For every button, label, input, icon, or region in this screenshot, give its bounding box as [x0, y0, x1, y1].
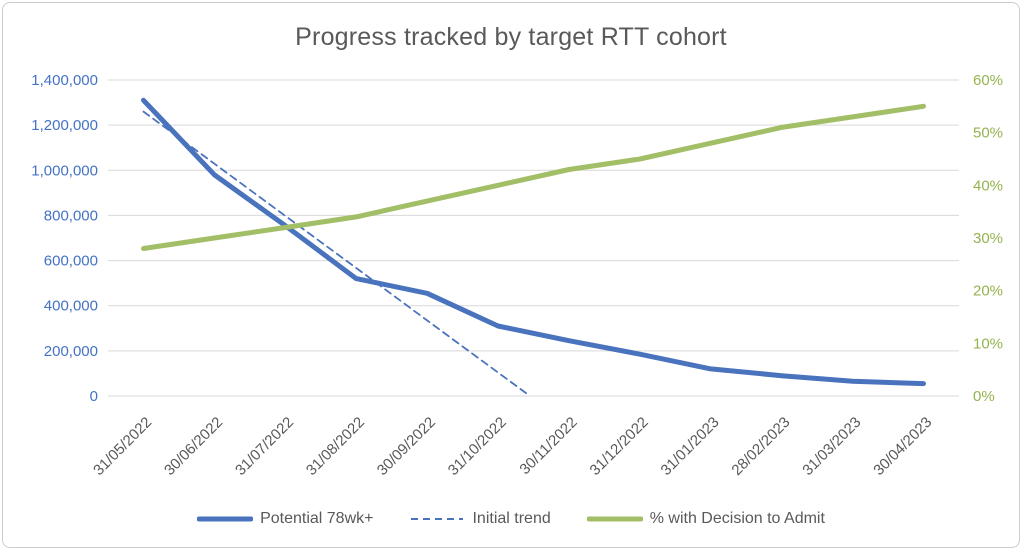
left-axis-tick-label: 1,000,000 — [31, 162, 98, 179]
right-axis-tick-label: 40% — [973, 177, 1003, 194]
x-axis-tick-label: 31/05/2022 — [90, 414, 155, 479]
left-axis-tick-label: 800,000 — [44, 207, 98, 224]
series-line-potential-78wk- — [141, 97, 926, 387]
right-axis-tick-label: 50% — [973, 125, 1003, 142]
series-line--with-decision-to-admit — [141, 103, 926, 251]
x-axis-tick-label: 31/08/2022 — [303, 414, 368, 479]
right-axis-tick-label: 30% — [973, 230, 1003, 247]
x-axis-tick-label: 31/12/2022 — [587, 414, 652, 479]
line-chart-plot-area: 1,400,000 1,200,000 1,000,000 800,000 600,00… — [31, 72, 1003, 479]
chart-title: Progress tracked by target RTT cohort — [295, 23, 727, 51]
x-axis-tick-label: 31/07/2022 — [232, 414, 297, 479]
x-axis-tick-label: 30/06/2022 — [161, 414, 226, 479]
x-axis-tick-label: 31/10/2022 — [445, 414, 510, 479]
right-axis-tick-label: 20% — [973, 283, 1003, 300]
x-axis-tick-label: 30/04/2023 — [870, 414, 935, 479]
x-axis-tick-label: 28/02/2023 — [728, 414, 793, 479]
legend-item-potential-78wk-: Potential 78wk+ — [197, 510, 373, 528]
right-axis-tick-label: 10% — [973, 335, 1003, 352]
legend-label: Potential 78wk+ — [260, 510, 374, 527]
legend: Potential 78wk+ Initial trend % with Decis… — [3, 510, 1019, 528]
line-swatch-icon — [197, 516, 254, 522]
legend-item--with-decision-to-admit: % with Decision to Admit — [586, 510, 825, 528]
right-axis-tick-label: 60% — [973, 72, 1003, 89]
legend-label: Initial trend — [472, 510, 551, 527]
left-axis-tick-label: 1,400,000 — [31, 72, 98, 89]
right-axis-tick-label: 0% — [973, 388, 995, 405]
x-axis-tick-label: 30/11/2022 — [516, 414, 580, 478]
x-axis-tick-label: 31/01/2023 — [658, 414, 723, 479]
dashed-line-swatch-icon — [411, 518, 464, 520]
left-axis-tick-label: 200,000 — [44, 343, 98, 360]
x-axis-tick-label: 31/03/2023 — [799, 414, 864, 479]
x-axis-tick-label: 30/09/2022 — [374, 414, 439, 479]
left-axis-tick-label: 600,000 — [44, 253, 98, 270]
legend-item-initial-trend: Initial trend — [409, 510, 551, 528]
left-axis-tick-label: 400,000 — [44, 298, 98, 315]
series-line-initial-trend — [142, 110, 531, 397]
left-axis-tick-label: 0 — [90, 388, 98, 405]
line-swatch-icon — [586, 516, 643, 522]
left-axis-tick-label: 1,200,000 — [31, 117, 98, 134]
legend-label: % with Decision to Admit — [649, 510, 825, 527]
chart-frame: Progress tracked by target RTT cohort 1,… — [2, 2, 1020, 548]
